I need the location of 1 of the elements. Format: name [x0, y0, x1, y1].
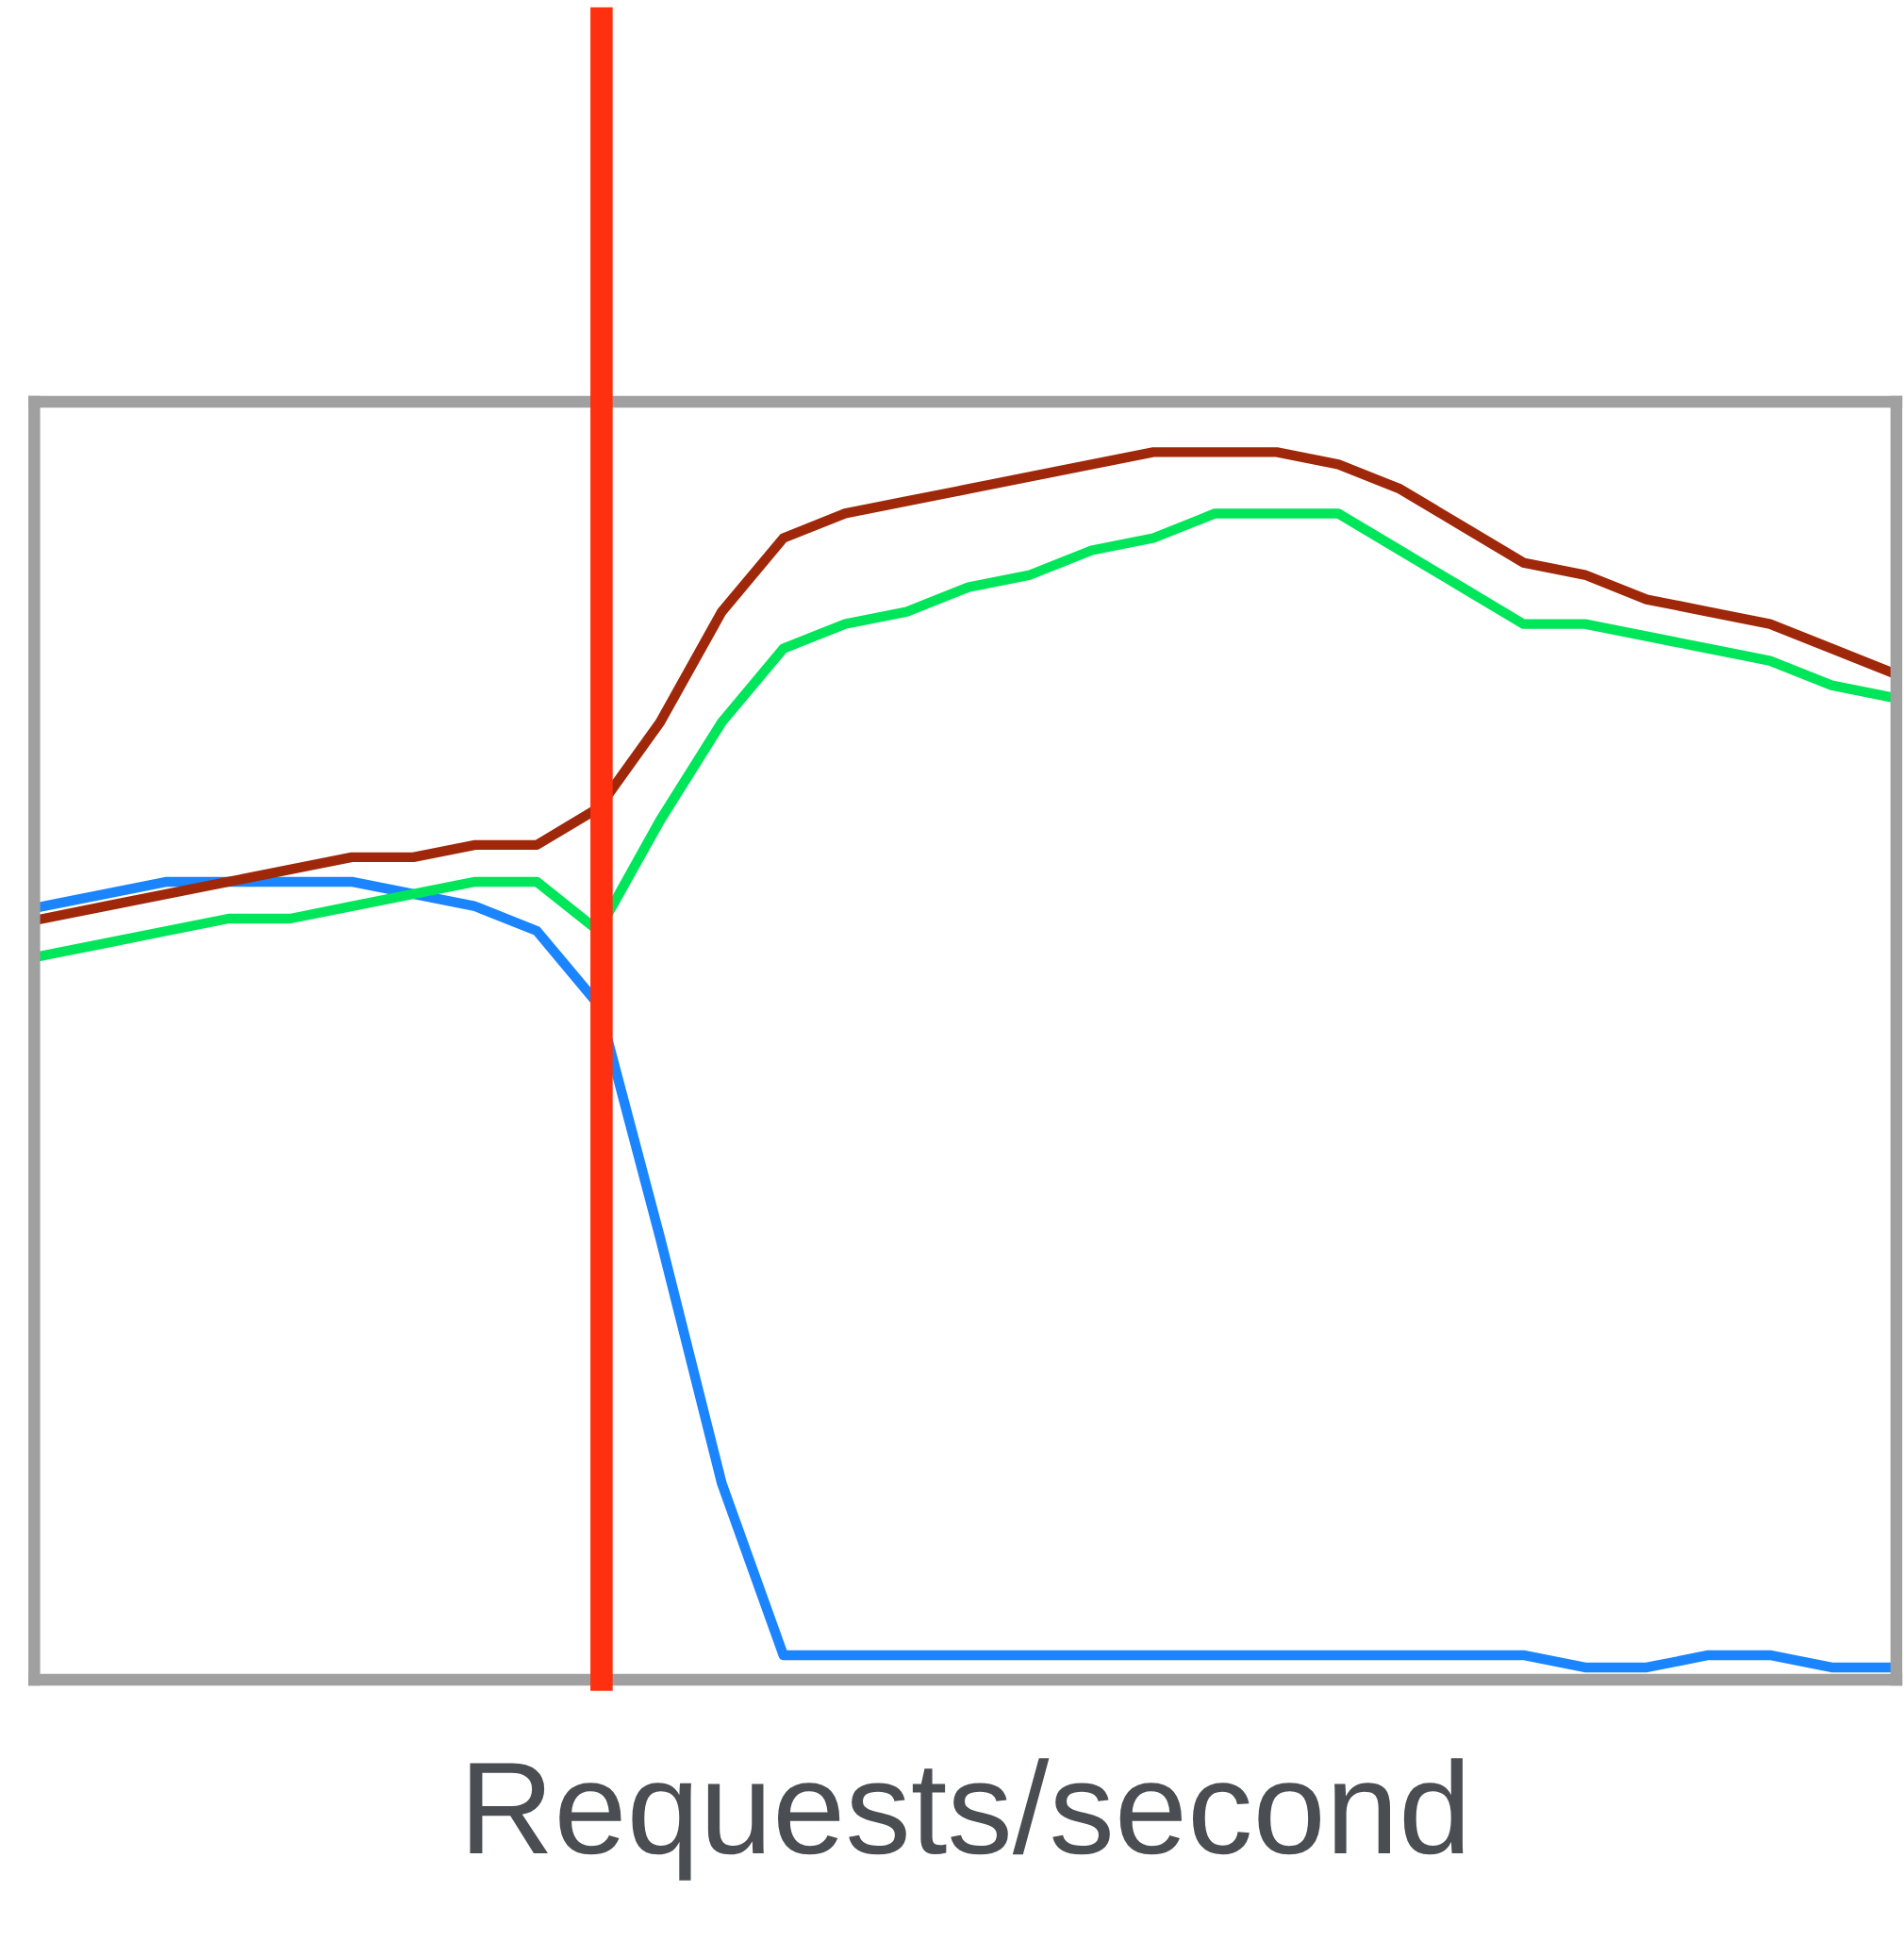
- x-axis-title: Requests/second: [470, 1758, 1464, 1881]
